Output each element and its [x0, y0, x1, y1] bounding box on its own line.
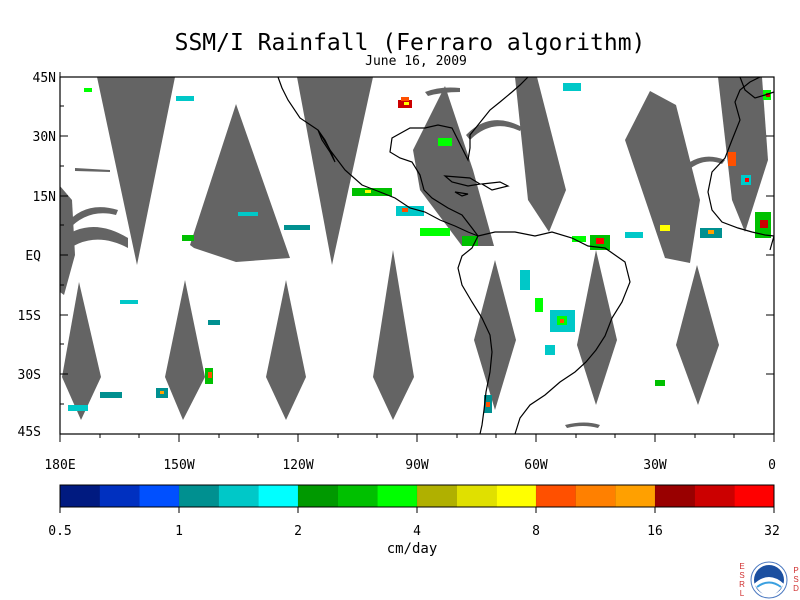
- lat-label: 30N: [33, 130, 56, 145]
- colorbar-ticks: [59, 507, 775, 513]
- lat-label: 15N: [33, 190, 56, 205]
- lat-labels: 45N 30N 15N EQ 15S 30S 45S: [18, 71, 56, 440]
- colorbar-tick-label: 8: [532, 524, 540, 539]
- colorbar-swatch: [655, 485, 696, 507]
- colorbar-unit: cm/day: [386, 541, 438, 557]
- colorbar-tick-label: 32: [764, 524, 780, 539]
- lon-label: 90W: [405, 458, 429, 473]
- colorbar-swatch: [139, 485, 180, 507]
- colorbar-swatch: [60, 485, 101, 507]
- colorbar-tick-label: 16: [647, 524, 663, 539]
- colorbar-swatch: [615, 485, 656, 507]
- coastlines: [277, 76, 775, 435]
- lon-label: 180E: [44, 458, 75, 473]
- colorbar-swatch: [536, 485, 577, 507]
- lon-label: 150W: [163, 458, 194, 473]
- lat-label: 45S: [18, 425, 41, 440]
- colorbar-swatch: [496, 485, 537, 507]
- lon-label: 120W: [282, 458, 313, 473]
- lat-label: 30S: [18, 368, 41, 383]
- colorbar-tick-label: 4: [413, 524, 421, 539]
- colorbar-swatch: [99, 485, 140, 507]
- colorbar-labels: 0.5 1 2 4 8 16 32: [48, 524, 780, 539]
- map-title: SSM/I Rainfall (Ferraro algorithm): [174, 30, 646, 56]
- lon-labels: 180E 150W 120W 90W 60W 30W 0: [44, 458, 776, 473]
- lat-label: 15S: [18, 309, 41, 324]
- colorbar-tick-label: 0.5: [48, 524, 71, 539]
- lon-label: 60W: [524, 458, 548, 473]
- colorbar-swatch: [694, 485, 735, 507]
- lat-label: EQ: [25, 249, 41, 264]
- lon-ticks: [59, 72, 775, 442]
- map-plot: 45N 30N 15N EQ 15S 30S 45S 180E 150W 120…: [18, 71, 776, 473]
- lon-label: 30W: [643, 458, 667, 473]
- colorbar-tick-label: 1: [175, 524, 183, 539]
- colorbar-swatch: [417, 485, 458, 507]
- colorbar-swatch: [258, 485, 299, 507]
- colorbar-tick-label: 2: [294, 524, 302, 539]
- colorbar-swatch: [298, 485, 339, 507]
- colorbar-swatch: [179, 485, 220, 507]
- colorbar-swatches: [60, 485, 775, 507]
- lat-ticks: [60, 76, 774, 405]
- lat-label: 45N: [33, 71, 56, 86]
- colorbar-swatch: [218, 485, 259, 507]
- lon-label: 0: [768, 458, 776, 473]
- colorbar-swatch: [575, 485, 616, 507]
- colorbar-swatch: [337, 485, 378, 507]
- colorbar: 0.5 1 2 4 8 16 32: [48, 484, 780, 539]
- map-date: June 16, 2009: [365, 54, 467, 69]
- colorbar-swatch: [377, 485, 418, 507]
- rainfall-patches: [68, 83, 771, 413]
- colorbar-swatch: [456, 485, 497, 507]
- colorbar-swatch: [734, 485, 775, 507]
